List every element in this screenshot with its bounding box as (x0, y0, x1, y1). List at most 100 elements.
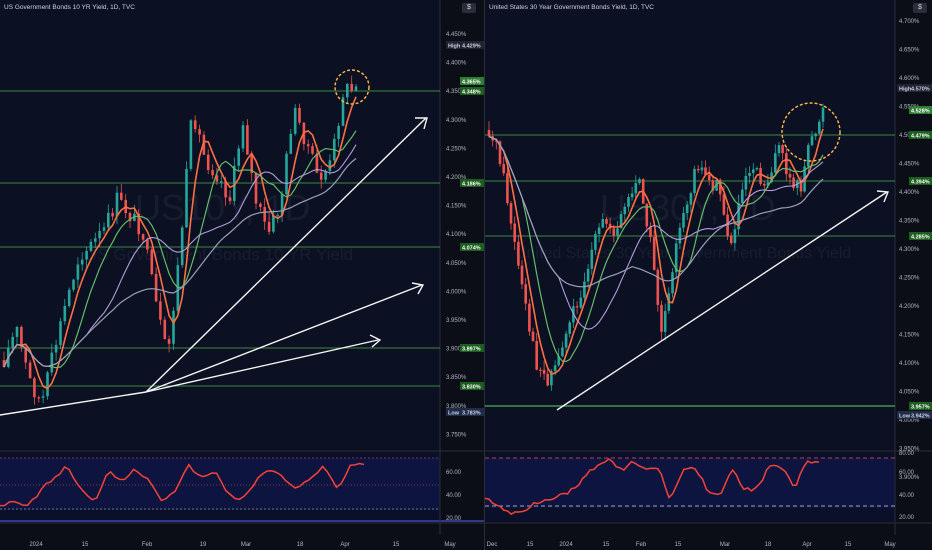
price-tick-label: 4.450% (446, 32, 467, 38)
candle-body (267, 221, 271, 232)
candle-body (513, 223, 516, 242)
candle-body (289, 133, 293, 154)
candle-body (531, 331, 535, 341)
candle-body (54, 344, 58, 353)
time-axis[interactable]: Dec 15 2024 15 Feb 15 Mar 18 Apr 15 May (487, 542, 896, 548)
candle-body (803, 166, 806, 192)
chart-pane-30y[interactable]: US30Y, 1D United States 30 Year Governme… (484, 0, 932, 550)
candle-body (752, 169, 755, 173)
candle-body (810, 136, 814, 146)
price-tick-label: 4.650% (899, 48, 920, 54)
candle-body (20, 327, 23, 348)
candle-body (163, 319, 167, 339)
candle-body (85, 250, 88, 260)
candle-body (616, 228, 619, 236)
chart-pane-10y[interactable]: US10Y, 1D US Government Bonds 10 YR Yiel… (0, 0, 484, 550)
candle-body (76, 264, 80, 280)
candle-body (781, 145, 784, 154)
candle-body (619, 214, 623, 229)
chart-canvas-30y[interactable]: US30Y, 1D United States 30 Year Governme… (485, 0, 932, 550)
svg-text:Low: Low (899, 414, 911, 420)
time-tick-label: 2024 (29, 542, 43, 548)
chart-canvas-10y[interactable]: US10Y, 1D US Government Bonds 10 YR Yiel… (0, 0, 484, 550)
candle-body (674, 243, 678, 273)
candle-body (792, 177, 795, 189)
price-tick-label: 4.450% (899, 162, 920, 168)
time-tick-label: 15 (603, 542, 610, 548)
moving-average-line (488, 135, 824, 288)
candle-body (689, 193, 693, 205)
candle-body (246, 125, 249, 155)
candle-body (206, 154, 210, 170)
candle-body (211, 170, 214, 176)
candle-body (638, 179, 641, 184)
price-tick-label: 4.050% (899, 390, 920, 396)
time-tick-label: 18 (297, 542, 304, 548)
trend-arrows (556, 190, 889, 411)
rsi-tick-label: 60.00 (446, 470, 462, 476)
candle-body (807, 145, 810, 167)
price-axis[interactable]: 4.450% 4.400% 4.350% 4.300% 4.250% 4.200% 4.15… (446, 32, 467, 438)
candle-body (167, 339, 171, 344)
candle-body (346, 83, 349, 98)
time-tick-label: 15 (82, 542, 89, 548)
candle-body (601, 219, 605, 228)
candle-body (293, 107, 297, 134)
svg-text:4.365%: 4.365% (462, 80, 481, 86)
moving-average-line (3, 130, 357, 369)
candle-body (656, 269, 660, 305)
candle-body (579, 297, 583, 308)
candle-body (671, 272, 674, 294)
candle-body (337, 125, 340, 139)
candle-body (189, 120, 193, 169)
price-tick-label: 4.000% (899, 418, 920, 424)
candle-body (663, 310, 667, 332)
highlight-circle (781, 102, 841, 162)
svg-text:3.942%: 3.942% (911, 414, 930, 420)
rsi-tick-label: 40.00 (899, 493, 915, 499)
price-tick-label: 3.900% (446, 347, 467, 353)
candle-body (550, 371, 553, 386)
currency-button[interactable]: $ (913, 3, 927, 13)
candle-body (354, 86, 358, 91)
candle-body (224, 181, 227, 198)
svg-text:4.285%: 4.285% (911, 235, 930, 241)
candle-body (80, 259, 84, 265)
chart-title-30y: United States 30 Year Government Bonds Y… (489, 4, 655, 11)
price-tick-label: 4.600% (899, 76, 920, 82)
candle-body (546, 373, 549, 386)
rsi-tick-label: 60.00 (899, 470, 915, 476)
currency-button[interactable]: $ (462, 3, 476, 13)
price-tick-label: 3.750% (446, 432, 467, 438)
chart-title-10y: US Government Bonds 10 YR Yield, 1D, TVC (4, 4, 135, 11)
candle-body (693, 169, 696, 194)
price-axis[interactable]: 4.700%4.650%4.600%4.550%4.500%4.450%4.40… (899, 19, 920, 481)
candle-body (685, 204, 689, 213)
candle-body (502, 164, 505, 174)
rsi-tick-label: 40.00 (446, 493, 462, 499)
candle-body (259, 203, 262, 207)
candle-body (759, 168, 762, 184)
price-tick-label: 4.100% (446, 232, 467, 238)
candle-body (542, 369, 546, 374)
candle-body (146, 239, 149, 250)
candle-body (524, 284, 527, 304)
svg-text:3.830%: 3.830% (462, 385, 481, 391)
candle-body (94, 238, 97, 242)
candle-body (111, 212, 114, 217)
candle-body (202, 134, 206, 155)
candle-body (634, 183, 638, 194)
svg-text:4.394%: 4.394% (911, 180, 930, 186)
candle-body (594, 234, 597, 250)
candle-body (722, 194, 726, 215)
moving-average-line (488, 135, 824, 363)
trend-arrows (0, 117, 428, 416)
candle-body (506, 173, 509, 204)
candle-body (535, 341, 538, 370)
price-tick-label: 4.300% (446, 118, 467, 124)
candle-body (623, 206, 627, 215)
candle-body (59, 321, 62, 345)
candle-body (215, 175, 219, 182)
time-axis[interactable]: 2024 15 Feb 19 Mar 18 Apr 15 May (29, 542, 455, 548)
price-tick-label: 3.800% (446, 404, 467, 410)
